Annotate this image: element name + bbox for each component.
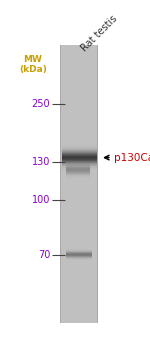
Bar: [62, 161, 97, 162]
Bar: [62, 162, 97, 163]
Bar: [62, 154, 97, 155]
Bar: [62, 147, 97, 148]
Bar: [62, 166, 97, 167]
Bar: [62, 165, 97, 166]
Bar: [62, 155, 97, 156]
Bar: [62, 167, 97, 168]
Text: 250: 250: [32, 99, 50, 109]
Bar: [60, 45, 61, 323]
Bar: [62, 145, 97, 146]
Bar: [62, 157, 97, 158]
Text: 100: 100: [32, 195, 50, 205]
Bar: [62, 150, 97, 151]
Bar: [62, 169, 97, 170]
Bar: [62, 146, 97, 147]
Bar: [62, 159, 97, 160]
Text: 70: 70: [38, 250, 50, 260]
Bar: [62, 156, 97, 157]
Text: Rat testis: Rat testis: [79, 13, 119, 53]
Bar: [62, 152, 97, 153]
Bar: [62, 158, 97, 159]
Bar: [62, 164, 97, 165]
Bar: [62, 168, 97, 169]
Bar: [62, 160, 97, 161]
Text: 130: 130: [32, 157, 50, 167]
Text: p130Cas: p130Cas: [114, 152, 150, 163]
Bar: [62, 169, 97, 170]
Bar: [62, 163, 97, 164]
Bar: [97, 45, 98, 323]
Bar: [60, 45, 98, 323]
Bar: [62, 151, 97, 152]
Bar: [62, 153, 97, 154]
Text: MW
(kDa): MW (kDa): [19, 55, 47, 74]
Bar: [62, 148, 97, 149]
Bar: [62, 149, 97, 150]
